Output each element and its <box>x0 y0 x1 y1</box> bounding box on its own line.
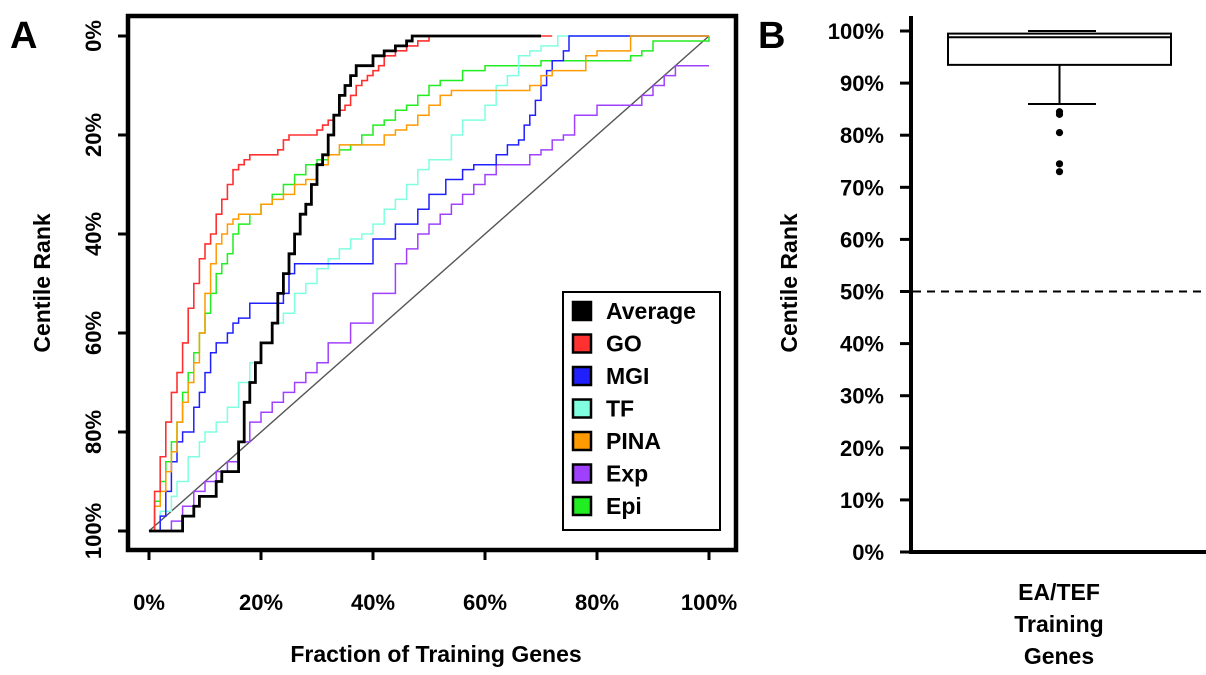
panel-b-y-tick-label: 50% <box>840 280 884 305</box>
panel-a-plot-area <box>148 34 710 533</box>
panel-a-x-axis-title: Fraction of Training Genes <box>290 641 581 667</box>
legend-label-go: GO <box>606 331 642 357</box>
panel-b-y-tick-label: 80% <box>840 123 884 148</box>
panel-a-y-tick-label: 40% <box>81 212 106 256</box>
panel-a-x-tick-label: 60% <box>463 590 507 615</box>
legend-swatch-exp <box>571 463 593 484</box>
legend: Average GO MGI TF PINA Exp Epi <box>562 291 721 531</box>
outlier-point <box>1055 160 1064 168</box>
panel-a-y-tick-label: 20% <box>81 113 106 157</box>
panel-b-y-tick-label: 70% <box>840 175 884 200</box>
legend-swatch-tf <box>571 398 593 419</box>
legend-swatch-pina <box>571 430 593 452</box>
panel-a-x-tick-label: 20% <box>239 590 283 615</box>
series-line-epi <box>149 36 710 532</box>
panel-a-x-tick-label: 40% <box>351 590 395 615</box>
series-line-go <box>149 35 553 532</box>
panel-b-y-tick-label: 20% <box>840 436 884 461</box>
panel-b-y-axis-title: Centile Rank <box>776 213 802 353</box>
panel-b-x-label-line-2: Training <box>1014 611 1103 637</box>
panel-b-y-tick-label: 60% <box>840 227 884 252</box>
panel-b-y-ticks: 0% 10% 20% 30% 40% 50% 60% 70% 80% 90% 100% <box>828 19 911 565</box>
legend-label-tf: TF <box>606 396 634 422</box>
legend-label-average: Average <box>606 298 696 324</box>
interquartile-box <box>947 32 1172 66</box>
legend-swatch-epi <box>571 495 593 517</box>
diagonal-reference-line <box>148 35 710 532</box>
panel-letter-a: A <box>10 15 37 57</box>
panel-b-x-label-line-3: Genes <box>1024 643 1094 669</box>
legend-swatch-average <box>571 300 593 322</box>
legend-label-pina: PINA <box>606 428 661 454</box>
legend-swatch-go <box>571 333 593 354</box>
box-plot <box>947 30 1172 176</box>
outlier-point <box>1055 168 1064 176</box>
panel-a-x-ticks: 0% 20% 40% 60% 80% 100% <box>133 550 737 615</box>
panel-a-x-tick-label: 80% <box>575 590 619 615</box>
panel-b-y-tick-label: 30% <box>840 384 884 409</box>
legend-swatch-mgi <box>571 365 593 387</box>
panel-b-x-label-line-1: EA/TEF <box>1018 579 1100 605</box>
panel-a-series <box>149 34 710 533</box>
panel-b-box-plot: 0% 10% 20% 30% 40% 50% 60% 70% 80% 90% 100% Centil… <box>776 16 1206 669</box>
outlier-point <box>1055 110 1064 118</box>
legend-items: Average GO MGI TF PINA Exp Epi <box>571 298 696 519</box>
panel-b-y-tick-label: 100% <box>828 19 884 44</box>
legend-label-mgi: MGI <box>606 363 649 389</box>
panel-letter-b: B <box>758 15 785 57</box>
panel-b-y-tick-label: 10% <box>840 488 884 513</box>
legend-label-exp: Exp <box>606 461 648 487</box>
panel-b-y-tick-label: 40% <box>840 332 884 357</box>
series-line-exp <box>149 64 709 532</box>
panel-b-y-tick-label: 90% <box>840 71 884 96</box>
panel-b-y-tick-label: 0% <box>852 540 884 565</box>
series-line-average <box>149 34 541 533</box>
outlier-point <box>1055 128 1064 137</box>
panel-a-y-tick-label: 0% <box>81 20 106 52</box>
legend-label-epi: Epi <box>606 493 642 519</box>
panel-a-y-tick-label: 100% <box>81 503 106 559</box>
series-line-pina <box>149 35 709 532</box>
series-line-mgi <box>149 35 709 532</box>
panel-a-line-chart: 0% 20% 40% 60% 80% 100% 0% 20% 40% 60% 80% 100% Fr… <box>29 13 739 667</box>
panel-a-y-tick-label: 60% <box>81 311 106 355</box>
panel-a-y-axis-title: Centile Rank <box>29 213 55 353</box>
panel-a-y-ticks: 0% 20% 40% 60% 80% 100% <box>81 20 128 559</box>
series-line-tf <box>149 35 709 532</box>
panel-a-plot-frame <box>125 13 739 553</box>
panel-a-y-tick-label: 80% <box>81 410 106 454</box>
panel-a-x-tick-label: 0% <box>133 590 165 615</box>
panel-a-x-tick-label: 100% <box>681 590 737 615</box>
